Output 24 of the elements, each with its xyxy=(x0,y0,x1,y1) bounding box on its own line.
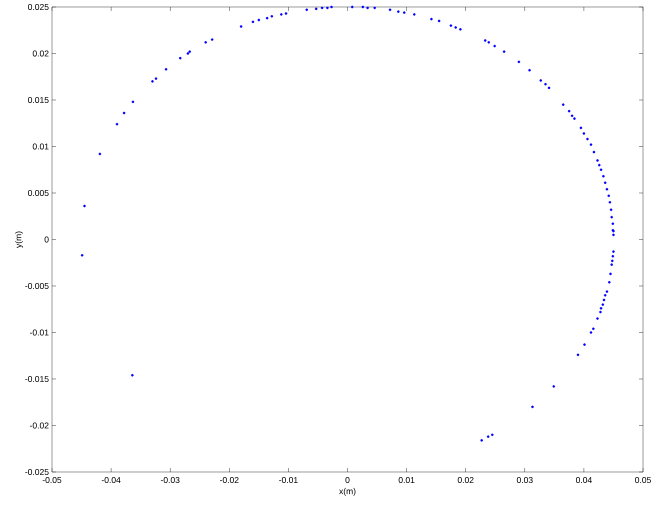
x-tick-label: -0.04 xyxy=(102,477,121,484)
y-tick-label: -0.005 xyxy=(25,282,49,289)
y-tick-label: 0.01 xyxy=(32,143,49,150)
y-tick-label: -0.01 xyxy=(30,329,49,336)
y-tick-label: -0.015 xyxy=(25,376,49,382)
x-tick-label: -0.03 xyxy=(160,477,180,484)
x-tick-label: 0.01 xyxy=(398,477,414,484)
x-tick-label: 0.03 xyxy=(516,477,533,484)
y-tick-label: 0 xyxy=(44,236,49,242)
y-axis-title: y(m) xyxy=(15,232,23,248)
x-tick-label: 0.02 xyxy=(458,477,474,484)
y-tick-label: 0.015 xyxy=(28,96,49,103)
x-tick-label: -0.02 xyxy=(220,477,239,484)
x-tick-label: 0 xyxy=(345,477,350,484)
y-tick-label: 0.005 xyxy=(28,190,49,196)
x-tick-label: 0.05 xyxy=(635,477,651,484)
x-axis-title: x(m) xyxy=(339,488,356,496)
x-tick-label: -0.01 xyxy=(279,477,298,484)
x-tick-label: 0.04 xyxy=(576,477,592,484)
x-tick-label: -0.05 xyxy=(42,477,62,484)
y-tick-label: 0.025 xyxy=(28,4,49,10)
y-tick-label: 0.02 xyxy=(32,50,49,56)
y-tick-label: -0.025 xyxy=(25,468,49,476)
y-tick-label: -0.02 xyxy=(30,422,49,428)
